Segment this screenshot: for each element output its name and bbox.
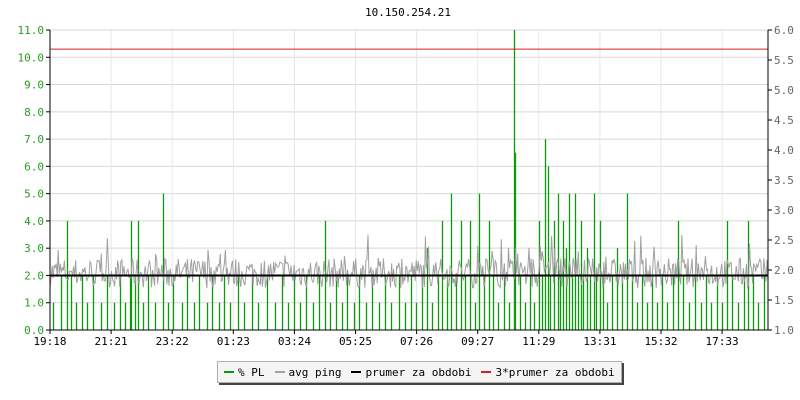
grid	[49, 29, 768, 331]
ping-line	[49, 234, 769, 290]
y-right-tick-label: 3.5	[774, 174, 794, 187]
legend-item-pl: % PL	[224, 366, 265, 379]
y-right-tick-label: 1.0	[774, 324, 794, 337]
y-left-tick-label: 10.0	[18, 51, 45, 64]
axes	[49, 30, 769, 331]
y-right-tick-label: 5.5	[774, 54, 794, 67]
y-right-ticks: 1.0 1.5 2.0 2.5 3.0 3.5 4.0 4.5 5.0 5.5 6.0	[768, 24, 794, 337]
x-ticks: 19:18 21:21 23:22 01:23 03:24 05:25 07:26 09:27…	[33, 330, 739, 348]
pl-bars	[52, 30, 766, 330]
legend-label-3avg: 3*prumer za obdobi	[495, 365, 615, 379]
legend-item-3avg: 3*prumer za obdobi	[481, 365, 615, 379]
y-left-tick-label: 3.0	[24, 242, 44, 255]
y-left-tick-label: 1.0	[24, 297, 44, 310]
legend-swatch-pl	[224, 371, 234, 373]
x-tick-label: 17:33	[706, 335, 739, 348]
x-tick-label: 15:32	[644, 335, 677, 348]
x-tick-label: 23:22	[156, 335, 189, 348]
legend-item-avg: prumer za obdobi	[351, 366, 471, 379]
x-tick-label: 03:24	[278, 335, 311, 348]
legend-label-pl: % PL	[238, 365, 265, 379]
y-right-tick-label: 2.5	[774, 234, 794, 247]
x-tick-label: 19:18	[33, 335, 66, 348]
x-tick-label: 01:23	[217, 335, 250, 348]
legend-swatch-avg	[351, 371, 362, 373]
y-right-tick-label: 4.5	[774, 114, 794, 127]
y-left-tick-label: 9.0	[24, 79, 44, 92]
x-tick-label: 07:26	[400, 335, 433, 348]
legend-swatch-ping	[274, 371, 285, 373]
y-right-tick-label: 3.0	[774, 204, 794, 217]
legend-label-ping: avg ping	[288, 365, 342, 379]
y-left-tick-label: 11.0	[18, 24, 45, 37]
y-right-tick-label: 2.0	[774, 264, 794, 277]
legend: % PL avg ping prumer za obdobi 3*prumer …	[217, 361, 622, 383]
y-left-tick-label: 4.0	[24, 215, 44, 228]
y-left-tick-label: 2.0	[24, 269, 44, 282]
y-right-tick-label: 1.5	[774, 294, 794, 307]
x-tick-label: 13:31	[583, 335, 616, 348]
legend-swatch-3avg	[481, 371, 492, 373]
y-left-tick-label: 7.0	[24, 133, 44, 146]
x-tick-label: 11:29	[522, 335, 555, 348]
y-left-tick-label: 0.0	[24, 324, 44, 337]
avg-ping-line	[49, 234, 769, 290]
legend-label-avg: prumer za obdobi	[365, 365, 472, 379]
y-left-ticks: 0.0 1.0 2.0 3.0 4.0 5.0 6.0 7.0 8.0 9.0 10.0 11.0	[18, 24, 50, 337]
x-tick-label: 05:25	[339, 335, 372, 348]
x-tick-label: 21:21	[95, 335, 128, 348]
chart-title: 10.150.254.21	[365, 6, 451, 19]
y-left-tick-label: 6.0	[24, 160, 44, 173]
y-left-tick-label: 5.0	[24, 188, 44, 201]
y-right-tick-label: 6.0	[774, 24, 794, 37]
legend-item-ping: avg ping	[274, 365, 342, 379]
threshold-lines	[50, 48, 768, 277]
y-right-tick-label: 4.0	[774, 144, 794, 157]
y-left-tick-label: 8.0	[24, 106, 44, 119]
y-right-tick-label: 5.0	[774, 84, 794, 97]
x-tick-label: 09:27	[461, 335, 494, 348]
